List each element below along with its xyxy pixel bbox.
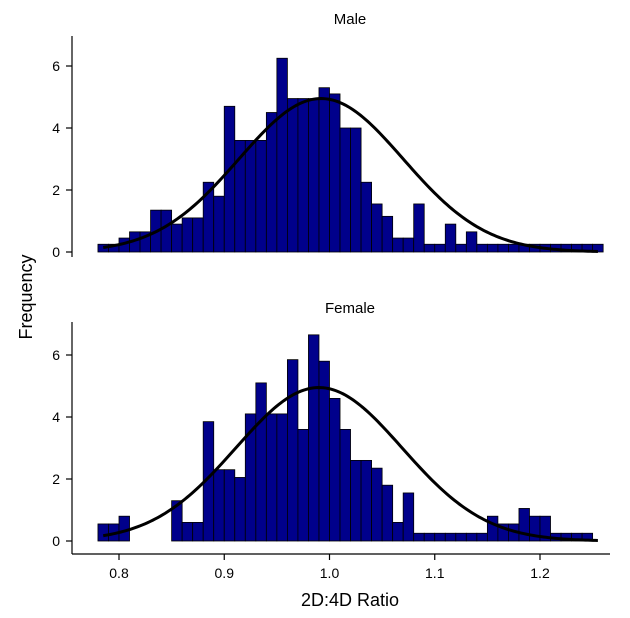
bar [392, 237, 404, 253]
x-axis-title: 2D:4D Ratio [301, 590, 399, 610]
bar [444, 532, 457, 542]
bar [381, 484, 394, 542]
bar [360, 459, 373, 542]
bar [402, 237, 415, 253]
bar [434, 532, 446, 542]
bars-female [97, 334, 594, 542]
bar [213, 469, 225, 542]
bar [497, 243, 509, 253]
bar [339, 127, 351, 253]
bar [413, 532, 425, 542]
bar [265, 413, 278, 542]
x-tick-label: 0.8 [109, 565, 129, 581]
bar [486, 243, 499, 253]
panel-title-male: Male [334, 11, 367, 28]
y-tick-label: 0 [52, 533, 60, 549]
bar [360, 181, 373, 253]
bar [265, 112, 278, 253]
bar [97, 523, 109, 542]
x-tick-label: 0.9 [215, 565, 235, 581]
bar [423, 532, 436, 542]
bar [286, 359, 299, 542]
y-tick-label: 2 [52, 182, 60, 198]
x-tick-label: 1.1 [425, 565, 445, 581]
bar [350, 459, 362, 542]
y-tick-label: 0 [52, 244, 60, 260]
bar [434, 243, 446, 253]
bar [171, 223, 183, 253]
bar [192, 217, 204, 253]
y-axis-title: Frequency [16, 254, 36, 339]
bar [465, 532, 478, 542]
bar [592, 243, 604, 253]
fit-curve-female [102, 386, 598, 542]
panel-female: Female 0 2 4 6 [52, 300, 598, 554]
bar [308, 334, 320, 542]
bar [476, 243, 488, 253]
bar [286, 98, 299, 253]
y-tick-label: 4 [52, 120, 60, 136]
bar [508, 243, 520, 253]
panel-male: Male 0 2 4 6 [52, 11, 604, 260]
bar [423, 243, 436, 253]
y-ticks-male: 0 2 4 6 [52, 58, 72, 260]
bar [223, 469, 236, 542]
bar [465, 231, 478, 253]
bar [192, 522, 204, 542]
x-tick-label: 1.2 [530, 565, 550, 581]
bar [539, 515, 551, 542]
y-ticks-female: 0 2 4 6 [52, 347, 72, 549]
y-tick-label: 2 [52, 471, 60, 487]
bar [371, 203, 383, 253]
bar [486, 515, 499, 542]
bar [392, 522, 404, 542]
bar [329, 397, 341, 542]
x-tick-label: 1.0 [320, 565, 340, 581]
bar [329, 93, 341, 253]
bar [318, 87, 330, 253]
bar [244, 139, 257, 253]
bar [308, 98, 320, 253]
bar [476, 532, 488, 542]
bar [276, 413, 288, 542]
bar [297, 428, 309, 542]
panel-title-female: Female [325, 300, 375, 317]
bar [181, 522, 194, 542]
bar [350, 127, 362, 253]
bar [371, 467, 383, 542]
bar [223, 105, 236, 253]
y-tick-label: 6 [52, 58, 60, 74]
bar [518, 508, 530, 542]
bar [160, 209, 173, 253]
bar [455, 243, 467, 253]
bar [234, 477, 246, 542]
y-tick-label: 6 [52, 347, 60, 363]
bar [455, 532, 467, 542]
y-tick-label: 4 [52, 409, 60, 425]
fit-curve-male [102, 97, 598, 253]
bar [297, 98, 309, 253]
bar [171, 500, 183, 542]
x-ticks: 0.8 0.9 1.0 1.1 1.2 [109, 554, 550, 581]
bar [381, 215, 394, 253]
bar [339, 428, 351, 542]
bar [255, 139, 267, 253]
bars-male [97, 57, 604, 253]
bar [413, 203, 425, 253]
bar [444, 223, 457, 253]
bar [181, 217, 194, 253]
bar [213, 195, 225, 253]
bar [402, 492, 415, 542]
bar [276, 57, 288, 253]
bar [255, 382, 267, 542]
